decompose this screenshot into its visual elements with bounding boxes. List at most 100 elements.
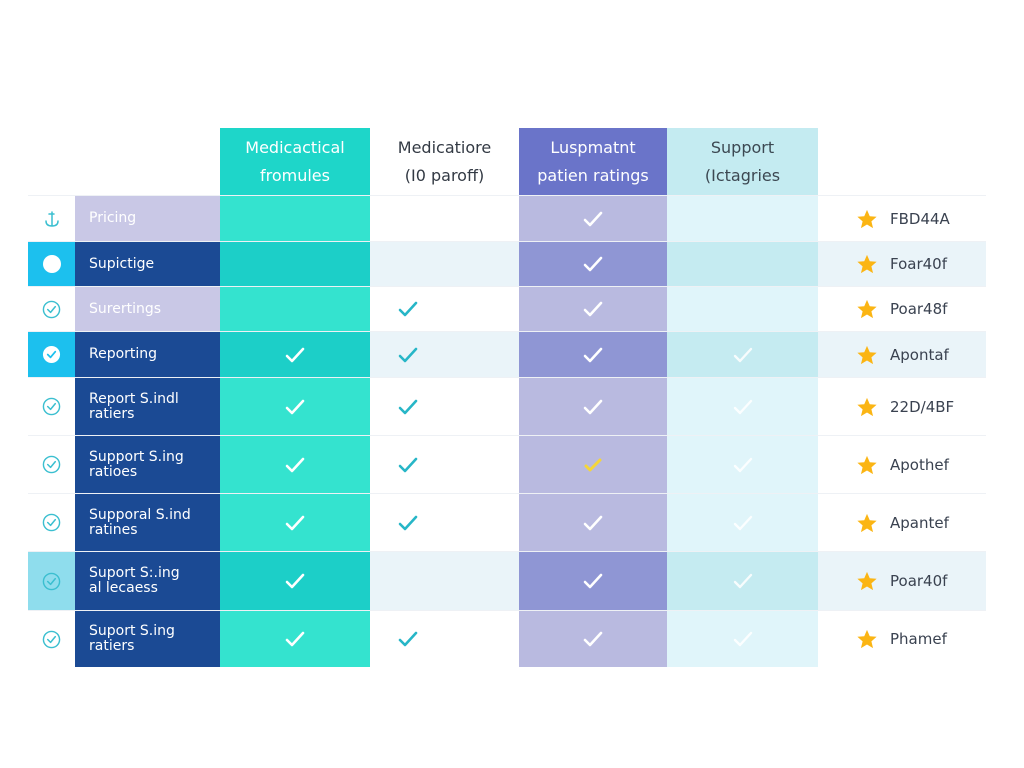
- row-label-line1: Supictige: [89, 255, 155, 272]
- header-col-2-line1: Medicatiore: [397, 137, 492, 157]
- cell-col-2: [370, 378, 519, 435]
- rating-cell: Apantef: [818, 494, 986, 551]
- cell-col-3: [519, 494, 667, 551]
- cell-col-2: [370, 196, 519, 241]
- rating-value: 22D/4BF: [890, 397, 955, 416]
- check-yellow-icon: [584, 458, 602, 471]
- row-label-line2: ratiers: [89, 405, 135, 422]
- cell-col-4: [667, 332, 818, 377]
- header-col-4-line1: Support: [710, 137, 775, 157]
- row-label: Supictige: [75, 242, 220, 286]
- cell-col-1: [220, 196, 370, 241]
- table-row[interactable]: Supictige Foar40f: [28, 241, 986, 286]
- cell-col-3: [519, 378, 667, 435]
- header-col-1[interactable]: Medicactical fromules: [220, 128, 370, 195]
- check-icon: [285, 457, 305, 472]
- row-label: Suport S.ing ratiers: [75, 611, 220, 667]
- check-icon: [398, 515, 418, 530]
- header-col-4[interactable]: Support (Ictagries: [667, 128, 818, 195]
- header-col-3-line2: patien ratings: [537, 165, 649, 185]
- check-icon: [285, 515, 305, 530]
- rating-value: Phamef: [890, 630, 947, 648]
- table-row[interactable]: Surertings Poar48f: [28, 286, 986, 331]
- header-col-2[interactable]: Medicatiore (I0 paroff): [370, 128, 519, 195]
- rating-value: Poar48f: [890, 300, 948, 318]
- cell-col-2: [370, 332, 519, 377]
- check-icon: [733, 347, 752, 362]
- rating-value: Poar40f: [890, 572, 948, 590]
- star-icon: [857, 513, 877, 532]
- row-label-line1: Support S.ing: [89, 448, 184, 465]
- cell-col-4: [667, 611, 818, 667]
- check-circle-icon: [42, 300, 61, 318]
- cell-col-1: [220, 611, 370, 667]
- cell-col-3: [519, 332, 667, 377]
- check-icon: [733, 399, 752, 414]
- table-row[interactable]: Supporal S.ind ratines Apantef: [28, 493, 986, 551]
- rating-cell: Foar40f: [818, 242, 986, 286]
- row-label: Suport S:.ing al lecaess: [75, 552, 220, 610]
- row-label: Surertings: [75, 287, 220, 331]
- check-circle-icon: [42, 513, 61, 532]
- check-icon: [285, 347, 305, 362]
- anchor-icon: [44, 210, 59, 227]
- cell-col-3: [519, 242, 667, 286]
- rating-cell: Poar48f: [818, 287, 986, 331]
- check-circle-filled-icon: [42, 345, 61, 364]
- row-icon-cell: [28, 552, 75, 610]
- check-icon: [583, 256, 603, 272]
- rating-value: Foar40f: [890, 255, 947, 273]
- cell-col-4: [667, 552, 818, 610]
- dot-icon: [42, 255, 61, 273]
- check-icon: [583, 211, 603, 226]
- header-col-3[interactable]: Luspmatnt patien ratings: [519, 128, 667, 195]
- cell-col-2: [370, 552, 519, 610]
- cell-col-1: [220, 436, 370, 493]
- rating-value: Apothef: [890, 455, 949, 474]
- check-icon: [583, 573, 603, 589]
- table-row[interactable]: Reporting Apontaf: [28, 331, 986, 377]
- cell-col-4: [667, 378, 818, 435]
- rating-cell: Apontaf: [818, 332, 986, 377]
- row-icon-cell: [28, 287, 75, 331]
- rating-value: FBD44A: [890, 209, 950, 228]
- cell-col-3: [519, 611, 667, 667]
- check-icon: [583, 301, 603, 317]
- table-row[interactable]: Suport S:.ing al lecaess Poar40f: [28, 551, 986, 610]
- star-icon: [857, 571, 877, 591]
- row-icon-cell: [28, 242, 75, 286]
- cell-col-1: [220, 242, 370, 286]
- star-icon: [857, 209, 877, 228]
- row-label-line1: Report S.indl: [89, 390, 179, 407]
- cell-col-2: [370, 287, 519, 331]
- star-icon: [857, 397, 877, 416]
- cell-col-3: [519, 196, 667, 241]
- rating-value: Apontaf: [890, 345, 949, 364]
- row-label: Report S.indl ratiers: [75, 378, 220, 435]
- rating-value: Apantef: [890, 513, 949, 532]
- check-icon: [398, 301, 418, 317]
- check-icon: [398, 631, 418, 647]
- row-label-line1: Reporting: [89, 346, 158, 362]
- star-icon: [857, 254, 877, 274]
- header-col-2-line2: (I0 paroff): [404, 165, 485, 185]
- header-col-1-line2: fromules: [259, 165, 330, 185]
- row-label-line2: ratioes: [89, 463, 138, 480]
- check-circle-icon: [42, 397, 61, 416]
- table-row[interactable]: Report S.indl ratiers 22D/4BF: [28, 377, 986, 435]
- comparison-table: Medicactical fromules Medicatiore (I0 paro…: [28, 128, 986, 667]
- check-icon: [398, 399, 418, 414]
- check-icon: [398, 347, 418, 362]
- rating-cell: Phamef: [818, 611, 986, 667]
- table-row[interactable]: Support S.ing ratioes Apothef: [28, 435, 986, 493]
- check-circle-icon: [42, 630, 61, 648]
- table-row[interactable]: Suport S.ing ratiers Phamef: [28, 610, 986, 667]
- table-row[interactable]: Pricing FBD44A: [28, 195, 986, 241]
- row-label-line2: ratines: [89, 521, 138, 538]
- check-icon: [285, 573, 305, 589]
- cell-col-4: [667, 436, 818, 493]
- row-icon-cell: [28, 196, 75, 241]
- star-icon: [857, 629, 877, 649]
- check-icon: [583, 399, 603, 414]
- cell-col-4: [667, 196, 818, 241]
